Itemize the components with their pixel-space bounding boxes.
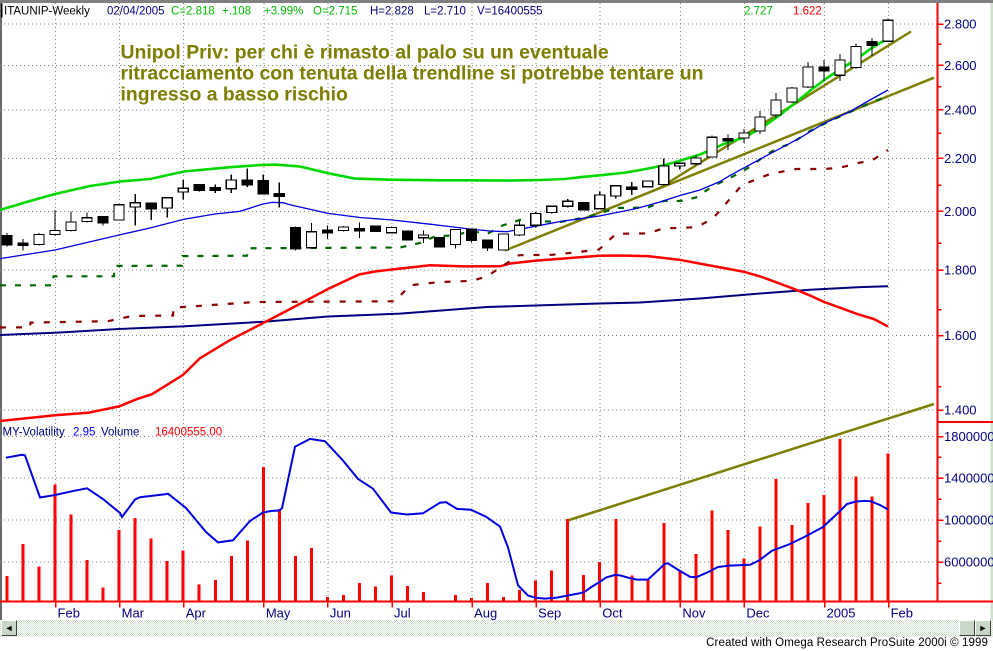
- svg-text:ITAUNIP-Weekly: ITAUNIP-Weekly: [4, 6, 90, 18]
- svg-text:16400555.00: 16400555.00: [155, 427, 222, 439]
- svg-text:Mar: Mar: [122, 606, 145, 621]
- svg-text:Apr: Apr: [186, 606, 207, 621]
- svg-text:+.108: +.108: [222, 6, 251, 18]
- svg-text:V=16400555: V=16400555: [477, 6, 543, 18]
- svg-text:1.600: 1.600: [944, 328, 977, 343]
- svg-text:2.800: 2.800: [944, 17, 977, 32]
- svg-text:C=2.818: C=2.818: [171, 6, 215, 18]
- svg-text:1.622: 1.622: [793, 6, 822, 18]
- svg-text:2.600: 2.600: [944, 58, 977, 73]
- svg-text:MY-Volatility: MY-Volatility: [3, 427, 65, 439]
- svg-text:1.800: 1.800: [944, 263, 977, 278]
- svg-text:Feb: Feb: [891, 606, 913, 621]
- svg-text:Oct: Oct: [602, 606, 623, 621]
- svg-text:Feb: Feb: [58, 606, 80, 621]
- svg-text:+3.99%: +3.99%: [264, 6, 303, 18]
- svg-text:18000000: 18000000: [944, 429, 993, 444]
- svg-text:2.200: 2.200: [944, 151, 977, 166]
- svg-text:1.400: 1.400: [944, 403, 977, 418]
- svg-text:2.000: 2.000: [944, 204, 977, 219]
- svg-text:10000000: 10000000: [944, 513, 993, 528]
- svg-text:Unipol Priv: per chi è rimasto: Unipol Priv: per chi è rimasto al palo s…: [121, 42, 704, 106]
- svg-text:Dec: Dec: [746, 606, 770, 621]
- svg-text:May: May: [266, 606, 291, 621]
- svg-text:L=2.710: L=2.710: [424, 6, 466, 18]
- svg-text:14000000: 14000000: [944, 471, 993, 486]
- svg-text:2.95: 2.95: [73, 427, 95, 439]
- svg-text:Volume: Volume: [101, 427, 139, 439]
- svg-text:Sep: Sep: [538, 606, 561, 621]
- svg-text:2.400: 2.400: [944, 102, 977, 117]
- svg-text:Jun: Jun: [330, 606, 351, 621]
- svg-text:2005: 2005: [827, 606, 856, 621]
- svg-text:02/04/2005: 02/04/2005: [107, 6, 165, 18]
- svg-text:H=2.828: H=2.828: [370, 6, 414, 18]
- svg-text:Nov: Nov: [682, 606, 706, 621]
- svg-text:Jul: Jul: [394, 606, 411, 621]
- svg-text:O=2.715: O=2.715: [313, 6, 357, 18]
- svg-text:6000000: 6000000: [944, 555, 993, 570]
- svg-text:Aug: Aug: [474, 606, 497, 621]
- svg-text:2.727: 2.727: [744, 6, 773, 18]
